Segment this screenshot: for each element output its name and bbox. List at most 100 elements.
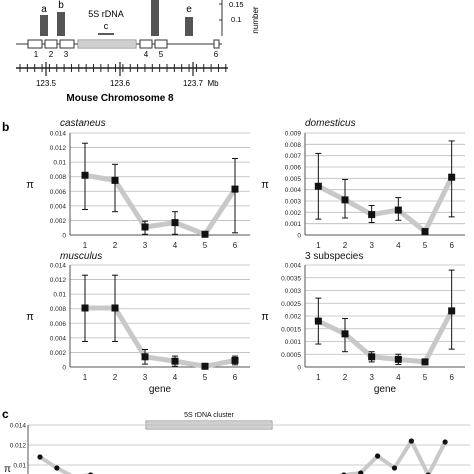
data-point (448, 173, 456, 181)
data-point (421, 358, 429, 366)
axis-tick-1237: 123.7 (183, 79, 204, 88)
label-b: b (58, 0, 64, 11)
x-tick-label: 2 (113, 241, 118, 250)
x-tick-label: 6 (233, 373, 238, 382)
series-line (338, 439, 447, 474)
data-point (358, 470, 364, 474)
y-tick-label: 0.007 (285, 153, 302, 160)
x-tick-label: 4 (173, 373, 178, 382)
x-tick-label: 2 (343, 373, 348, 382)
x-tick-label: 6 (449, 241, 454, 250)
y-tick-label: 0.008 (50, 306, 67, 313)
data-point (231, 356, 239, 364)
data-point (171, 219, 179, 227)
data-point (368, 211, 376, 219)
data-point (375, 453, 381, 459)
data-point (341, 196, 349, 204)
y-tick-label: 0.004 (285, 187, 302, 194)
series-line (84, 172, 238, 237)
data-point (368, 353, 376, 361)
axis-tick-1235: 123.5 (36, 79, 57, 88)
gene-num-1: 1 (34, 50, 39, 59)
x-tick-label: 2 (343, 241, 348, 250)
data-point (141, 353, 149, 361)
data-point (54, 465, 60, 471)
data-point (408, 438, 414, 444)
data-point (231, 185, 239, 193)
data-point (141, 223, 149, 231)
panel-b-label: b (2, 120, 9, 134)
series-line (317, 309, 454, 365)
chart-3-subspecies: 0 0.0005 0.001 0.0015 0.002 0.0025 0.003 0.0035… (261, 251, 465, 395)
mb-label: Mb (207, 79, 219, 88)
y-axis-label: π (26, 311, 34, 323)
y-tick-label: 0.004 (50, 203, 67, 210)
x-tick-label: 2 (113, 373, 118, 382)
y-tick-label: 0.004 (50, 335, 67, 342)
gene-4 (139, 39, 153, 49)
panel-c-label: c (2, 407, 9, 421)
y-tick-label: 0.006 (285, 165, 302, 172)
chart-title: 3 subspecies (305, 251, 363, 262)
x-tick-label: 1 (316, 373, 321, 382)
bar-a (40, 15, 48, 36)
y-tick-label: 0.002 (285, 210, 302, 217)
x-tick-label: 3 (143, 241, 148, 250)
x-tick-label: 5 (423, 241, 428, 250)
y-tick-label: 0.002 (50, 218, 67, 225)
y-tick-label: 0.005 (285, 176, 302, 183)
data-point (314, 182, 322, 190)
gene-num-2: 2 (49, 50, 54, 59)
data-point (448, 307, 456, 315)
y-tick-label: 0 (297, 365, 301, 372)
y-tick-label: 0.014 (50, 131, 67, 138)
series-line (85, 305, 236, 369)
side-label: number (251, 6, 260, 33)
data-point (391, 465, 398, 471)
data-point (111, 176, 119, 184)
chromosome-map: a b e 5S rDNA c 0.15 0.1 number 1 2 3 4 … (16, 0, 260, 104)
x-tick-label: 1 (316, 241, 321, 250)
y-tick-label: 0.0005 (281, 352, 301, 359)
side-tick-0: 0.15 (229, 0, 244, 9)
x-tick-label: 5 (423, 373, 428, 382)
c-label: c (104, 21, 109, 31)
rdna-cluster-track (77, 39, 137, 49)
label-a: a (41, 4, 47, 15)
chart-title: domesticus (305, 118, 356, 129)
x-tick-label: 1 (83, 373, 88, 382)
chart-musculus: 0 0.002 0.004 0.006 0.008 0.01 0.012 0.014 1 2 3 4 5… (26, 251, 250, 395)
chart-castaneus: 0 0.002 0.004 0.006 0.008 0.01 0.012 0.014 1 2 3 4 5… (26, 118, 250, 250)
data-point (171, 357, 179, 365)
rdna-label: 5S rDNA (88, 9, 124, 19)
chart-domesticus: 0 0.001 0.002 0.003 0.004 0.005 0.006 0.007 0.00… (261, 118, 465, 250)
y-tick-label: 0.001 (285, 339, 302, 346)
y-tick-label: 0.012 (10, 443, 27, 450)
data-point (314, 317, 322, 325)
x-tick-label: 6 (233, 241, 238, 250)
chromosome-title: Mouse Chromosome 8 (66, 93, 174, 104)
y-tick-label: 0.006 (50, 321, 67, 328)
x-axis-label: gene (374, 384, 397, 395)
data-point (394, 355, 402, 363)
bar-e (185, 17, 193, 36)
y-tick-label: 0.01 (53, 160, 66, 167)
y-tick-label: 0.003 (285, 199, 302, 206)
y-tick-label: 0.006 (50, 189, 67, 196)
bar-b (57, 12, 65, 36)
y-tick-label: 0.014 (10, 423, 27, 430)
y-tick-label: 0.0015 (281, 326, 301, 333)
gene-2 (44, 39, 58, 49)
y-tick-label: 0.003 (285, 288, 302, 295)
y-axis-label: π (4, 464, 11, 474)
x-tick-label: 4 (173, 241, 178, 250)
x-tick-label: 3 (369, 373, 374, 382)
y-tick-label: 0.008 (285, 142, 302, 149)
x-tick-label: 5 (203, 241, 208, 250)
x-tick-label: 4 (396, 241, 401, 250)
data-point (111, 304, 119, 312)
y-tick-label: 0.01 (13, 463, 26, 470)
gene-3 (59, 39, 75, 49)
